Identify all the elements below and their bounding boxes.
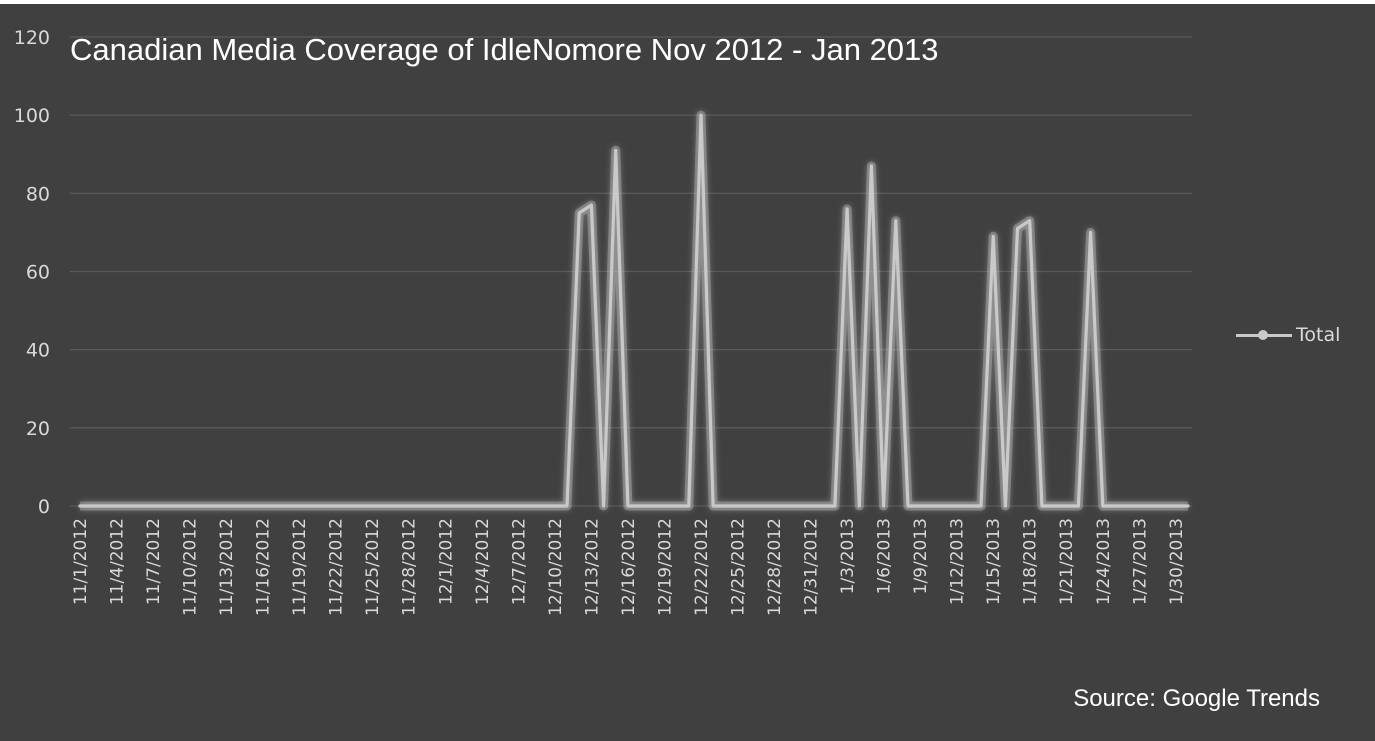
x-tick-label: 12/13/2012 — [582, 518, 602, 616]
x-tick-label: 12/28/2012 — [765, 518, 785, 616]
x-tick-label: 11/25/2012 — [363, 518, 383, 616]
y-tick-label: 100 — [14, 105, 50, 127]
data-point — [1077, 504, 1080, 508]
data-point — [1101, 504, 1104, 508]
x-tick-label: 11/7/2012 — [144, 518, 164, 605]
data-point — [1004, 504, 1007, 508]
series-glow — [80, 110, 1188, 511]
legend: Total — [1236, 323, 1340, 347]
x-tick-label: 11/4/2012 — [108, 518, 128, 605]
x-tick-label: 11/10/2012 — [181, 518, 201, 616]
legend-label: Total — [1296, 324, 1341, 346]
x-tick-label: 1/30/2013 — [1167, 518, 1187, 605]
data-point — [1040, 504, 1044, 508]
gridlines — [70, 36, 1192, 507]
x-tick-label: 1/24/2013 — [1094, 518, 1114, 605]
x-tick-label: 12/22/2012 — [692, 518, 712, 616]
data-point — [565, 504, 569, 508]
x-axis-ticks: 11/1/2012 11/4/2012 11/7/2012 11/10/2012 11/… — [71, 518, 1187, 616]
data-point — [1028, 219, 1031, 222]
data-point — [870, 164, 873, 168]
y-tick-label: 0 — [38, 496, 50, 518]
x-tick-label: 11/16/2012 — [254, 518, 274, 616]
y-axis-ticks: 0 20 40 60 80 100 120 — [14, 27, 50, 518]
x-tick-label: 12/4/2012 — [473, 518, 493, 605]
series-layer — [78, 110, 1190, 511]
data-point — [991, 235, 995, 238]
y-tick-label: 80 — [26, 183, 50, 205]
series-line-total — [78, 113, 1190, 508]
data-point — [590, 203, 593, 207]
x-tick-label: 1/6/2013 — [875, 518, 895, 594]
line-chart: 0 20 40 60 80 100 120 11/1/2012 11/4/2012 11/7/2… — [14, 27, 1192, 616]
data-point — [1089, 231, 1092, 234]
data-point — [1186, 504, 1190, 508]
data-point — [614, 149, 617, 152]
chart-title: Canadian Media Coverage of IdleNomore No… — [70, 32, 939, 67]
x-tick-label: 1/27/2013 — [1130, 518, 1150, 605]
data-point — [979, 504, 983, 508]
data-point — [699, 113, 703, 117]
data-point — [894, 219, 897, 222]
x-tick-label: 1/3/2013 — [838, 518, 858, 594]
x-tick-label: 1/21/2013 — [1057, 518, 1077, 605]
x-tick-label: 12/1/2012 — [436, 518, 456, 605]
data-point — [602, 504, 605, 508]
data-point — [1016, 227, 1019, 230]
data-point — [845, 207, 849, 211]
x-tick-label: 1/18/2013 — [1021, 518, 1041, 605]
data-point — [858, 504, 861, 508]
x-tick-label: 11/13/2012 — [217, 518, 237, 616]
x-tick-label: 1/9/2013 — [911, 518, 931, 594]
data-point — [78, 504, 82, 508]
x-tick-label: 12/25/2012 — [728, 518, 748, 616]
data-point — [906, 504, 910, 508]
x-tick-label: 1/15/2013 — [984, 518, 1004, 605]
x-tick-label: 12/16/2012 — [619, 518, 639, 616]
x-tick-label: 11/22/2012 — [327, 518, 347, 616]
x-tick-label: 11/28/2012 — [400, 518, 420, 616]
y-tick-label: 20 — [26, 418, 50, 440]
data-point — [833, 504, 837, 508]
y-tick-label: 40 — [26, 340, 50, 362]
x-tick-label: 12/7/2012 — [509, 518, 529, 605]
legend-swatch — [1236, 323, 1292, 347]
y-tick-label: 60 — [26, 262, 50, 284]
chart-area: 0 20 40 60 80 100 120 11/1/2012 11/4/2012 11/7/2… — [0, 4, 1375, 741]
data-point — [882, 504, 885, 508]
data-point — [578, 211, 581, 215]
legend-marker — [1258, 330, 1268, 340]
data-point — [626, 504, 630, 508]
data-point — [687, 504, 690, 508]
x-tick-label: 11/19/2012 — [290, 518, 310, 616]
x-tick-label: 11/1/2012 — [71, 518, 91, 605]
data-point — [711, 504, 715, 508]
x-tick-label: 12/10/2012 — [546, 518, 566, 616]
x-tick-label: 1/12/2013 — [948, 518, 968, 605]
source-note: Source: Google Trends — [1073, 685, 1320, 712]
x-tick-label: 12/19/2012 — [655, 518, 675, 616]
x-tick-label: 12/31/2012 — [802, 518, 822, 616]
y-tick-label: 120 — [14, 27, 50, 49]
